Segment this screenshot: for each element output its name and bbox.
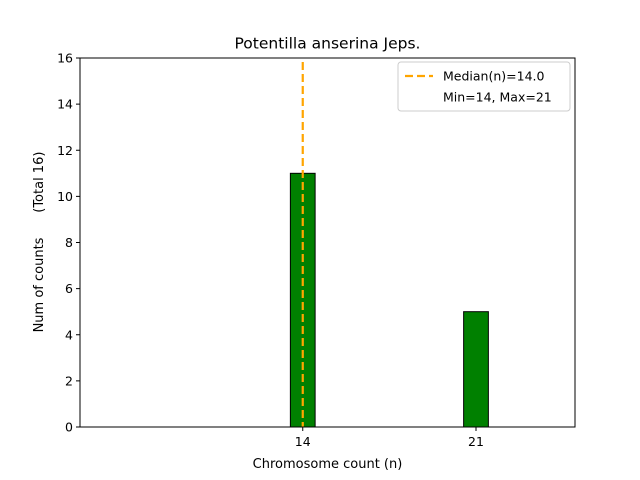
y-tick-label-8: 8 (65, 235, 73, 250)
y-tick-label-12: 12 (57, 143, 73, 158)
x-axis-label: Chromosome count (n) (253, 457, 403, 472)
bar-14 (289, 172, 316, 428)
y-tick-label-10: 10 (57, 189, 73, 204)
y-tick-label-14: 14 (57, 97, 73, 112)
y-tick-label-16: 16 (57, 51, 73, 66)
legend: Median(n)=14.0 Min=14, Max=21 (397, 61, 571, 112)
legend-entry-range: Min=14, Max=21 (443, 90, 552, 105)
y-tick-label-0: 0 (65, 420, 73, 435)
x-tick-label-21: 21 (468, 434, 484, 449)
y-tick-label-4: 4 (65, 327, 73, 342)
legend-box (397, 61, 571, 112)
chart-title: Potentilla anserina Jeps. (235, 35, 421, 53)
legend-entry-median: Median(n)=14.0 (443, 69, 544, 84)
x-tick-label-14: 14 (295, 434, 311, 449)
bar-21 (463, 311, 489, 428)
y-axis-label: Num of counts (Total 16) (32, 152, 47, 333)
y-tick-label-6: 6 (65, 281, 73, 296)
axes: 0 2 4 6 8 10 12 14 16 14 21 (57, 51, 576, 449)
y-tick-label-2: 2 (65, 373, 73, 388)
